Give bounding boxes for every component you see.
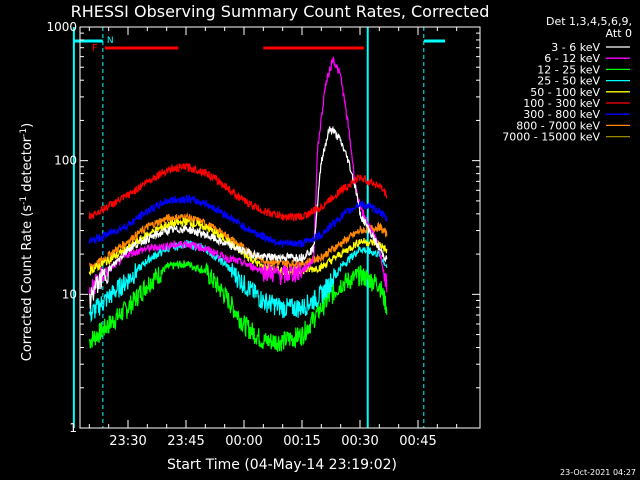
x-axis-label: Start Time (04-May-14 23:19:02) (167, 457, 397, 473)
n-marker-label: N (107, 36, 114, 46)
chart-title: RHESSI Observing Summary Count Rates, Co… (71, 2, 490, 21)
series-line-300-800-kev (88, 193, 388, 248)
legend-label: 12 - 25 keV (537, 63, 600, 76)
f-marker-label: F (92, 43, 98, 54)
x-tick-label: 00:00 (225, 434, 262, 449)
x-tick-label: 23:45 (167, 434, 204, 449)
axes-layer: 1 10 100 1000 23:30 23:45 00:00 00:15 00:30 00:45 (46, 20, 481, 449)
x-tick-label: 00:15 (283, 434, 320, 449)
x-tick-label: 00:30 (341, 434, 378, 449)
legend-label: 300 - 800 keV (523, 108, 600, 121)
y-tick-label: 1000 (46, 20, 77, 34)
legend-label: 3 - 6 keV (551, 41, 600, 54)
legend-label: 50 - 100 keV (530, 86, 600, 99)
footer-date: 23-Oct-2021 04:27 (560, 468, 636, 477)
series-line-100-300-kev (88, 162, 388, 222)
plot-frame (79, 26, 481, 429)
series-line-25-50-kev (88, 239, 388, 323)
legend-label: 100 - 300 keV (523, 97, 600, 110)
y-tick-label: 10 (62, 287, 77, 301)
legend-label: 800 - 7000 keV (516, 119, 600, 132)
y-tick-label: 1 (69, 421, 77, 435)
legend-header-attenuator: Att 0 (606, 27, 632, 40)
legend-header-detectors: Det 1,3,4,5,6,9, (546, 15, 632, 28)
x-tick-label: 00:45 (399, 434, 436, 449)
series-layer (88, 55, 388, 352)
markers-layer: NF (72, 27, 446, 428)
legend-label: 6 - 12 keV (544, 52, 600, 65)
series-line-800-7000-kev (89, 212, 388, 269)
legend-label: 25 - 50 keV (537, 75, 600, 88)
series-line-6-12-kev (88, 55, 388, 296)
series-line-3-6-kev (88, 125, 388, 309)
y-tick-label: 100 (54, 154, 77, 168)
y-axis-label: Corrected Count Rate (s-1 detector-1) (19, 123, 35, 361)
legend-label: 7000 - 15000 keV (502, 131, 600, 144)
series-line-12-25-kev (88, 259, 388, 352)
x-tick-label: 23:30 (109, 434, 146, 449)
